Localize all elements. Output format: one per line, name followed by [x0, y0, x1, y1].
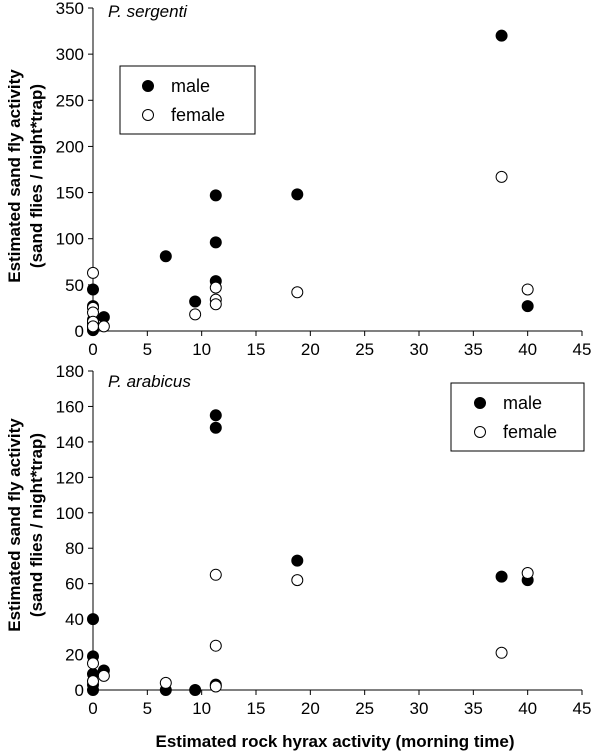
x-tick-label-top: 0: [88, 340, 97, 359]
x-tick-label-bottom: 40: [518, 699, 537, 718]
x-axis-title: Estimated rock hyrax activity (morning t…: [156, 732, 515, 751]
point-male-top: [87, 283, 99, 296]
axes-bottom: 0 20 40 60 80 100 120 140 160 180 0 5 10 15 20 25 30 35 40…: [56, 362, 592, 718]
point-female-bottom: [159, 676, 172, 689]
species-title-p-arabicus: P. arabicus: [108, 372, 191, 391]
point-male-top: [159, 250, 172, 263]
point-female-bottom: [521, 567, 534, 580]
point-male-bottom: [209, 421, 222, 434]
point-female-top: [209, 281, 222, 294]
x-tick-label-bottom: 10: [192, 699, 211, 718]
y-axis-title-line2-top: (sand flies / night*trap): [27, 84, 46, 268]
point-female-bottom: [209, 568, 222, 581]
y-axis-title-line1-top: Estimated sand fly activity: [5, 69, 24, 283]
point-female-bottom: [291, 574, 304, 587]
series-male-bottom: [87, 409, 534, 696]
y-tick-label-bottom: 120: [56, 468, 84, 487]
x-tick-label-top: 20: [301, 340, 320, 359]
point-female-top: [87, 266, 99, 279]
x-tick-label-bottom: 35: [464, 699, 483, 718]
x-tick-label-bottom: 0: [88, 699, 97, 718]
legend-marker-female-top: [142, 109, 154, 121]
point-male-top: [209, 189, 222, 202]
point-male-top: [189, 295, 202, 308]
legend-box-top: [119, 65, 256, 135]
x-tick-label-top: 40: [518, 340, 537, 359]
point-male-bottom: [189, 684, 202, 696]
x-tick-label-bottom: 5: [143, 699, 152, 718]
point-female-bottom: [97, 669, 110, 682]
point-male-bottom: [291, 554, 304, 567]
y-tick-label-bottom: 20: [65, 646, 84, 665]
y-tick-label-bottom: 80: [65, 539, 84, 558]
y-tick-label-top: 100: [56, 230, 84, 249]
x-tick-label-top: 15: [247, 340, 266, 359]
point-female-bottom: [87, 675, 99, 688]
y-tick-label-top: 150: [56, 184, 84, 203]
point-female-bottom: [209, 680, 222, 693]
y-tick-label-top: 50: [65, 276, 84, 295]
x-tick-label-top: 35: [464, 340, 483, 359]
legend-label-male-top: male: [171, 76, 210, 96]
point-male-top: [209, 236, 222, 249]
point-female-top: [97, 320, 110, 333]
legend-box-bottom: [450, 382, 585, 452]
panel-p-sergenti: P. sergenti Estimated sand fly activity …: [5, 0, 591, 359]
legend-label-female-top: female: [171, 105, 225, 125]
y-tick-label-bottom: 100: [56, 504, 84, 523]
x-tick-label-bottom: 45: [573, 699, 592, 718]
point-male-top: [495, 29, 508, 42]
y-tick-label-top: 200: [56, 137, 84, 156]
axes-top: 0 50 100 150 200 250 300 350 0 5 10 15 20 25 30 35 40 45: [56, 0, 592, 359]
legend-marker-male-top: [142, 80, 154, 92]
point-male-bottom: [87, 613, 99, 626]
y-tick-label-top: 0: [75, 322, 84, 341]
legend-label-male-bottom: male: [503, 393, 542, 413]
x-tick-label-bottom: 30: [410, 699, 429, 718]
point-female-bottom: [87, 657, 99, 670]
x-tick-label-bottom: 15: [247, 699, 266, 718]
point-male-bottom: [209, 409, 222, 422]
y-tick-label-bottom: 180: [56, 362, 84, 381]
y-tick-label-top: 300: [56, 45, 84, 64]
point-female-top: [291, 286, 304, 299]
x-tick-label-bottom: 20: [301, 699, 320, 718]
y-tick-label-bottom: 0: [75, 681, 84, 700]
y-tick-label-top: 350: [56, 0, 84, 18]
point-female-bottom: [209, 639, 222, 652]
y-tick-label-bottom: 160: [56, 397, 84, 416]
x-tick-label-top: 45: [573, 340, 592, 359]
y-axis-title-line1-bottom: Estimated sand fly activity: [5, 418, 24, 632]
point-male-top: [521, 300, 534, 313]
panel-p-arabicus: P. arabicus Estimated sand fly activity …: [5, 362, 591, 718]
y-tick-label-top: 250: [56, 91, 84, 110]
legend-marker-female-bottom: [474, 426, 486, 438]
x-tick-label-top: 30: [410, 340, 429, 359]
y-tick-label-bottom: 60: [65, 575, 84, 594]
x-tick-label-top: 5: [143, 340, 152, 359]
series-female-top: [87, 170, 534, 333]
species-title-p-sergenti: P. sergenti: [108, 2, 188, 21]
point-female-top: [209, 298, 222, 311]
point-female-top: [495, 170, 508, 183]
y-axis-title-line2-bottom: (sand flies / night*trap): [27, 433, 46, 617]
x-tick-label-top: 25: [355, 340, 374, 359]
point-female-top: [87, 320, 99, 333]
point-male-top: [291, 188, 304, 201]
series-female-bottom: [87, 567, 534, 693]
point-female-bottom: [495, 646, 508, 659]
point-female-top: [189, 308, 202, 321]
x-tick-label-bottom: 25: [355, 699, 374, 718]
point-male-bottom: [495, 570, 508, 583]
legend-marker-male-bottom: [474, 397, 486, 409]
point-female-top: [521, 283, 534, 296]
x-tick-label-top: 10: [192, 340, 211, 359]
y-tick-label-bottom: 140: [56, 433, 84, 452]
y-tick-label-bottom: 40: [65, 610, 84, 629]
legend-label-female-bottom: female: [503, 422, 557, 442]
